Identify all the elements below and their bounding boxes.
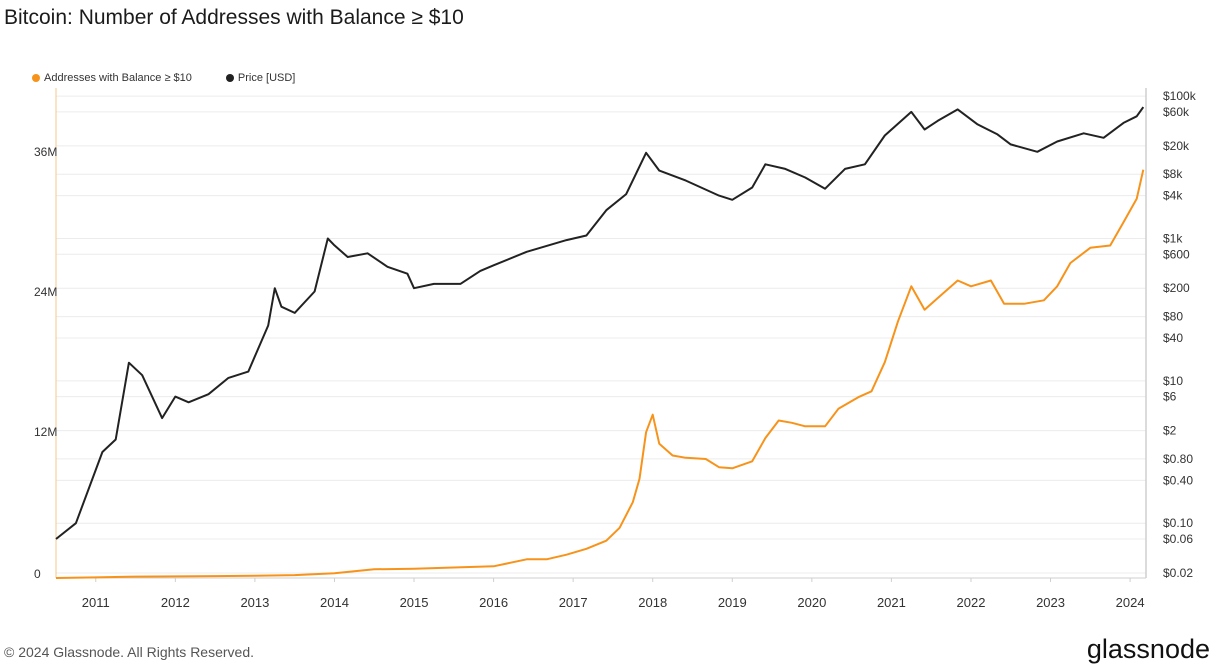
right-tick-label: $8k bbox=[1163, 167, 1183, 181]
x-tick-label: 2020 bbox=[797, 595, 826, 610]
legend-item-addresses[interactable]: Addresses with Balance ≥ $10 bbox=[32, 72, 192, 84]
x-tick-label: 2014 bbox=[320, 595, 349, 610]
copyright: © 2024 Glassnode. All Rights Reserved. bbox=[4, 644, 255, 660]
x-tick-label: 2019 bbox=[718, 595, 747, 610]
x-tick-label: 2021 bbox=[877, 595, 906, 610]
right-tick-label: $10 bbox=[1163, 374, 1183, 388]
legend: Addresses with Balance ≥ $10 Price [USD] bbox=[32, 72, 295, 84]
x-tick-label: 2018 bbox=[638, 595, 667, 610]
x-tick-label: 2022 bbox=[957, 595, 986, 610]
right-tick-label: $20k bbox=[1163, 139, 1190, 153]
right-tick-label: $600 bbox=[1163, 247, 1190, 261]
right-tick-label: $6 bbox=[1163, 390, 1177, 404]
x-tick-label: 2024 bbox=[1116, 595, 1145, 610]
x-tick-label: 2016 bbox=[479, 595, 508, 610]
left-tick-label: 0 bbox=[34, 567, 41, 581]
left-tick-label: 12M bbox=[34, 425, 57, 439]
right-tick-label: $80 bbox=[1163, 310, 1183, 324]
left-tick-label: 24M bbox=[34, 285, 57, 299]
right-tick-label: $60k bbox=[1163, 105, 1190, 119]
right-tick-label: $40 bbox=[1163, 331, 1183, 345]
series-line-price[interactable] bbox=[55, 106, 1145, 540]
right-tick-label: $0.02 bbox=[1163, 566, 1193, 580]
right-tick-label: $0.40 bbox=[1163, 473, 1193, 487]
x-tick-label: 2012 bbox=[161, 595, 190, 610]
series-line-addresses[interactable] bbox=[55, 169, 1145, 579]
right-tick-label: $0.10 bbox=[1163, 516, 1193, 530]
chart-title: Bitcoin: Number of Addresses with Balanc… bbox=[4, 6, 464, 29]
legend-label-price: Price [USD] bbox=[237, 72, 296, 84]
x-tick-label: 2023 bbox=[1036, 595, 1065, 610]
right-tick-label: $100k bbox=[1163, 89, 1197, 103]
x-tick-label: 2015 bbox=[400, 595, 429, 610]
legend-label-addresses: Addresses with Balance ≥ $10 bbox=[44, 72, 192, 84]
right-tick-label: $2 bbox=[1163, 424, 1177, 438]
right-tick-label: $0.80 bbox=[1163, 452, 1193, 466]
legend-dot-price bbox=[225, 74, 234, 82]
x-tick-label: 2013 bbox=[240, 595, 269, 610]
right-tick-label: $200 bbox=[1163, 281, 1190, 295]
x-tick-label: 2011 bbox=[82, 595, 110, 610]
right-tick-label: $1k bbox=[1163, 231, 1183, 245]
brand-logo: glassnode bbox=[1086, 634, 1210, 664]
legend-item-price[interactable]: Price [USD] bbox=[225, 72, 296, 84]
right-tick-label: $4k bbox=[1163, 189, 1183, 203]
left-tick-label: 36M bbox=[34, 145, 57, 159]
right-tick-label: $0.06 bbox=[1163, 532, 1193, 546]
grid bbox=[56, 95, 1146, 574]
x-tick-label: 2017 bbox=[559, 595, 588, 610]
legend-dot-addresses bbox=[32, 74, 40, 82]
